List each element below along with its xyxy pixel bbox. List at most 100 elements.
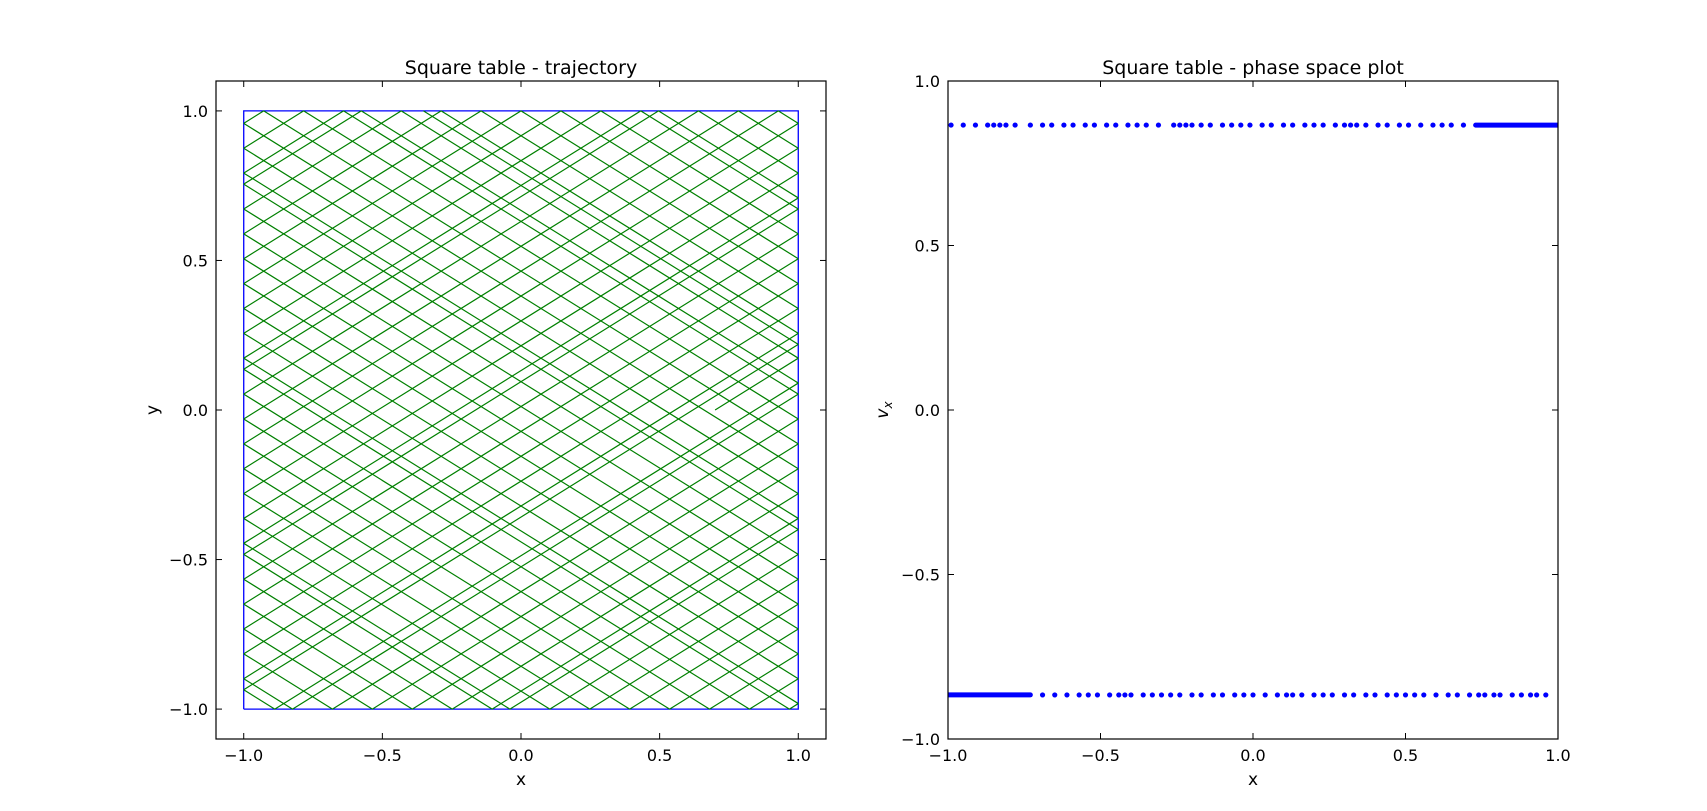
trajectory-segment	[243, 122, 799, 470]
phase-point	[1329, 692, 1335, 698]
trajectory-xtick-label: 0.0	[508, 746, 533, 765]
phase-point	[1247, 122, 1253, 128]
phase-point	[1241, 692, 1247, 698]
trajectory-segment	[243, 368, 790, 710]
trajectory-segment	[243, 110, 522, 285]
trajectory-segment	[600, 110, 799, 235]
phase-space-ylabel: vx	[873, 401, 895, 419]
trajectory-segment	[709, 653, 799, 710]
trajectory-segment	[243, 653, 333, 710]
phase-point	[1393, 692, 1399, 698]
trajectory-segment	[243, 110, 304, 149]
phase-point	[1527, 692, 1534, 698]
table-boundary-line	[243, 110, 799, 710]
trajectory-segment	[243, 208, 799, 555]
phase-point	[1439, 122, 1445, 128]
trajectory-ytick-label: 1.0	[183, 102, 208, 121]
trajectory-segment	[243, 110, 362, 185]
phase-point	[1171, 122, 1177, 128]
phase-point	[1149, 692, 1155, 698]
phase-point	[1274, 692, 1280, 698]
trajectory-segment	[658, 110, 799, 199]
phase-point	[991, 122, 997, 128]
trajectory-panel: −1.0 −0.5 0.0 0.5 1.0 −1.0 −0.5 0.0 0.5 1.0 Squar…	[143, 57, 827, 790]
phase-point	[1396, 122, 1402, 128]
phase-point	[1348, 122, 1354, 128]
trajectory-segment	[243, 283, 799, 630]
trajectory-segment	[303, 110, 799, 420]
phase-point	[1332, 122, 1338, 128]
trajectory-xlabel: x	[516, 770, 526, 790]
phase-point	[1375, 122, 1381, 128]
phase-point	[1354, 122, 1360, 128]
phase-point	[1448, 122, 1454, 128]
phase-space-ylabel-group: vx	[873, 401, 895, 419]
trajectory-segment	[243, 147, 799, 495]
trajectory-segment	[411, 468, 799, 710]
trajectory-segment	[749, 678, 799, 710]
trajectory-segment	[243, 542, 511, 710]
trajectory-segment	[698, 110, 799, 174]
phase-point	[1363, 122, 1369, 128]
phase-point	[1140, 692, 1146, 698]
trajectory-ylabel: y	[143, 405, 163, 415]
phase-point	[1433, 692, 1439, 698]
trajectory-axes-frame	[215, 80, 827, 740]
trajectory-segment	[243, 258, 799, 605]
phase-point	[1482, 692, 1488, 698]
phase-point	[1177, 692, 1183, 698]
trajectory-segment	[243, 418, 710, 710]
trajectory-segment	[243, 110, 482, 260]
phase-point	[1189, 122, 1195, 128]
phase-point	[1497, 692, 1503, 698]
trajectory-segment	[440, 110, 799, 334]
phase-point	[1476, 692, 1482, 698]
trajectory-segment	[274, 382, 799, 710]
phase-point	[1518, 692, 1524, 698]
phase-point	[1283, 692, 1290, 698]
phase-point	[1061, 122, 1067, 128]
phase-point	[1076, 692, 1082, 698]
phase-point	[1116, 692, 1122, 698]
trajectory-segment	[343, 110, 799, 395]
phase-point	[1177, 122, 1183, 128]
phase-space-ytick-label: 0.5	[915, 237, 940, 256]
trajectory-segment	[777, 110, 799, 124]
phase-point	[1412, 692, 1418, 698]
phase-point	[960, 122, 966, 128]
trajectory-segment	[243, 110, 602, 334]
trajectory-xtick-label: −0.5	[363, 746, 402, 765]
phase-space-ylabel-sub: x	[881, 401, 895, 410]
phase-space-xtick-label: 0.0	[1240, 746, 1265, 765]
trajectory-segment	[243, 233, 799, 580]
phase-point	[1320, 122, 1326, 128]
trajectory-segment	[243, 110, 442, 235]
phase-point	[1372, 692, 1378, 698]
phase-point	[1405, 122, 1412, 128]
phase-point	[972, 122, 979, 128]
trajectory-segment	[669, 628, 799, 710]
phase-point	[1320, 692, 1326, 698]
phase-point	[1418, 122, 1424, 128]
phase-point	[1134, 122, 1140, 128]
trajectory-segment	[292, 393, 799, 710]
trajectory-xtick-label: 0.5	[647, 746, 672, 765]
phase-space-xtick-label: 0.5	[1393, 746, 1418, 765]
trajectory-ytick-label: −1.0	[169, 700, 208, 719]
phase-point	[1262, 692, 1268, 698]
trajectory-segment	[243, 110, 642, 359]
trajectory-segment	[243, 393, 750, 710]
trajectory-segment	[243, 197, 799, 544]
phase-point	[1430, 122, 1436, 128]
phase-point	[1104, 122, 1110, 128]
trajectory-segment	[789, 703, 799, 710]
phase-point	[1302, 122, 1308, 128]
trajectory-segment	[243, 689, 276, 710]
phase-point	[1238, 122, 1244, 128]
phase-point	[1460, 122, 1467, 128]
phase-point	[1183, 122, 1189, 128]
phase-point	[1052, 692, 1058, 698]
phase-point	[1402, 692, 1409, 698]
phase-point	[1250, 692, 1256, 698]
trajectory-ytick-label: 0.0	[183, 401, 208, 420]
